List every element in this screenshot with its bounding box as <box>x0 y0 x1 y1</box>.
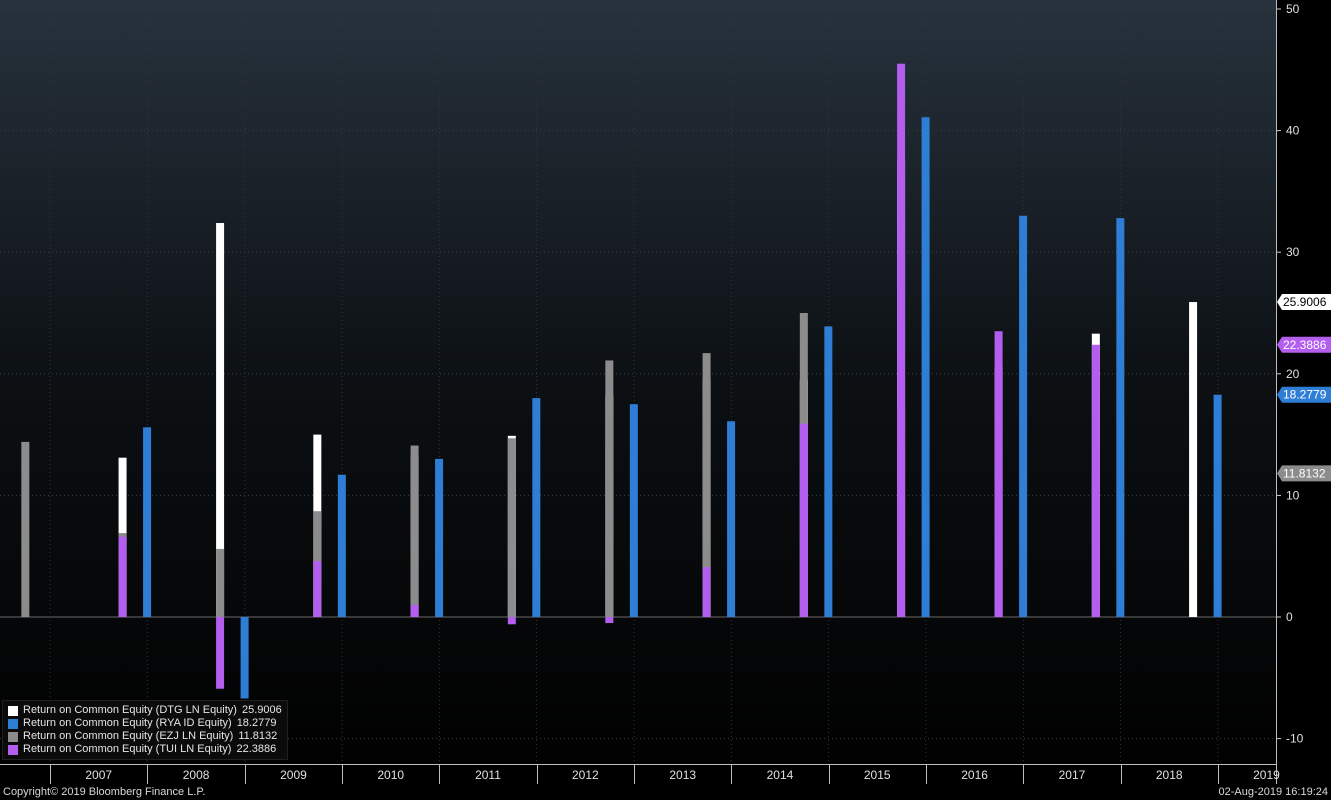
copyright-text: Copyright© 2019 Bloomberg Finance L.P. <box>3 786 206 798</box>
y-tick-label: 20 <box>1286 367 1300 381</box>
grid-lines <box>0 0 1276 764</box>
last-value-tag-box <box>1277 465 1331 482</box>
legend: Return on Common Equity (DTG LN Equity) … <box>2 700 288 760</box>
legend-swatch-tui <box>8 744 18 755</box>
last-value-tags: 25.9006 18.2779 11.8132 22.3886 <box>1277 294 1331 482</box>
bar <box>507 438 516 617</box>
series-3-bars <box>118 63 1100 689</box>
bars <box>21 63 1222 699</box>
last-value-tag-box <box>1277 386 1331 403</box>
y-tick-label: -10 <box>1286 732 1304 746</box>
legend-item-tui: Return on Common Equity (TUI LN Equity) … <box>8 743 282 756</box>
bar <box>216 223 225 618</box>
legend-swatch-rya <box>8 718 18 729</box>
plot-background <box>0 0 1276 764</box>
bar <box>799 423 808 617</box>
bar <box>921 117 930 617</box>
last-value-tag-1: 18.2779 <box>1277 386 1331 403</box>
last-value-tag-box <box>1277 294 1331 311</box>
x-tick-label: 2013 <box>669 768 696 782</box>
bar <box>410 604 419 617</box>
legend-value-dtg: 25.9006 <box>241 704 282 716</box>
footer: Copyright© 2019 Bloomberg Finance L.P. 0… <box>0 784 1331 800</box>
x-tick-label: 2016 <box>961 768 988 782</box>
legend-label-rya: Return on Common Equity (RYA ID Equity) <box>23 717 232 729</box>
last-value-tag-label: 11.8132 <box>1283 466 1326 480</box>
bar <box>1213 394 1222 617</box>
y-tick-label: 10 <box>1286 488 1300 502</box>
y-tick-label: 40 <box>1286 124 1300 138</box>
x-tick-label: 2012 <box>572 768 599 782</box>
legend-label-tui: Return on Common Equity (TUI LN Equity) <box>23 743 232 755</box>
axes: -10 0 10 20 30 40 50 2007 2008 2009 2010 2011 2012 20… <box>0 0 1304 784</box>
legend-label-dtg: Return on Common Equity (DTG LN Equity) <box>23 704 237 716</box>
bar <box>629 404 638 617</box>
last-value-tag-box <box>1277 336 1331 353</box>
bar <box>435 458 444 617</box>
legend-swatch-dtg <box>8 705 18 716</box>
bar <box>1091 344 1100 617</box>
bar <box>824 326 833 617</box>
bar <box>1116 218 1125 618</box>
bar <box>216 548 225 617</box>
bar <box>240 617 249 699</box>
last-value-tag-2: 11.8132 <box>1277 465 1331 482</box>
bar <box>313 561 322 617</box>
last-value-tag-0: 25.9006 <box>1277 294 1331 311</box>
legend-label-ezj: Return on Common Equity (EZJ LN Equity) <box>23 730 234 742</box>
bar <box>605 617 614 624</box>
x-tick-label: 2007 <box>85 768 112 782</box>
last-value-tag-label: 22.3886 <box>1283 338 1327 352</box>
bar <box>410 445 419 617</box>
x-tick-label: 2011 <box>475 768 501 782</box>
bar <box>1019 215 1028 617</box>
legend-item-dtg: Return on Common Equity (DTG LN Equity) … <box>8 704 282 717</box>
y-tick-label: 30 <box>1286 245 1300 259</box>
legend-value-tui: 22.3886 <box>236 743 277 755</box>
x-tick-label: 2017 <box>1059 768 1086 782</box>
x-tick-label: 2010 <box>377 768 404 782</box>
bar <box>702 567 711 617</box>
bar <box>702 353 711 617</box>
x-tick-label: 2009 <box>280 768 307 782</box>
bar <box>897 63 906 618</box>
legend-item-ezj: Return on Common Equity (EZJ LN Equity) … <box>8 730 282 743</box>
last-value-tag-label: 25.9006 <box>1283 295 1327 309</box>
y-tick-label: 0 <box>1286 610 1293 624</box>
bar <box>143 427 152 617</box>
bar <box>507 617 516 625</box>
bar <box>1189 302 1198 617</box>
x-tick-label: 2019 <box>1253 768 1280 782</box>
bar <box>605 360 614 617</box>
legend-value-rya: 18.2779 <box>236 717 277 729</box>
timestamp-text: 02-Aug-2019 16:19:24 <box>1218 786 1328 798</box>
legend-item-rya: Return on Common Equity (RYA ID Equity) … <box>8 717 282 730</box>
last-value-tag-label: 18.2779 <box>1283 388 1327 402</box>
legend-value-ezj: 11.8132 <box>238 730 278 742</box>
x-tick-label: 2014 <box>767 768 794 782</box>
x-tick-label: 2018 <box>1156 768 1183 782</box>
y-tick-label: 50 <box>1286 2 1300 16</box>
bar <box>21 441 30 617</box>
x-axis-band <box>0 764 1276 784</box>
bar <box>216 617 225 689</box>
bar <box>532 398 541 617</box>
bar <box>727 421 736 617</box>
x-tick-label: 2015 <box>864 768 891 782</box>
bar <box>994 331 1003 617</box>
bar <box>337 474 346 617</box>
legend-swatch-ezj <box>8 731 18 742</box>
last-value-tag-3: 22.3886 <box>1277 336 1331 353</box>
x-tick-label: 2008 <box>183 768 210 782</box>
series-1-bars <box>143 117 1222 699</box>
bar <box>118 536 127 617</box>
